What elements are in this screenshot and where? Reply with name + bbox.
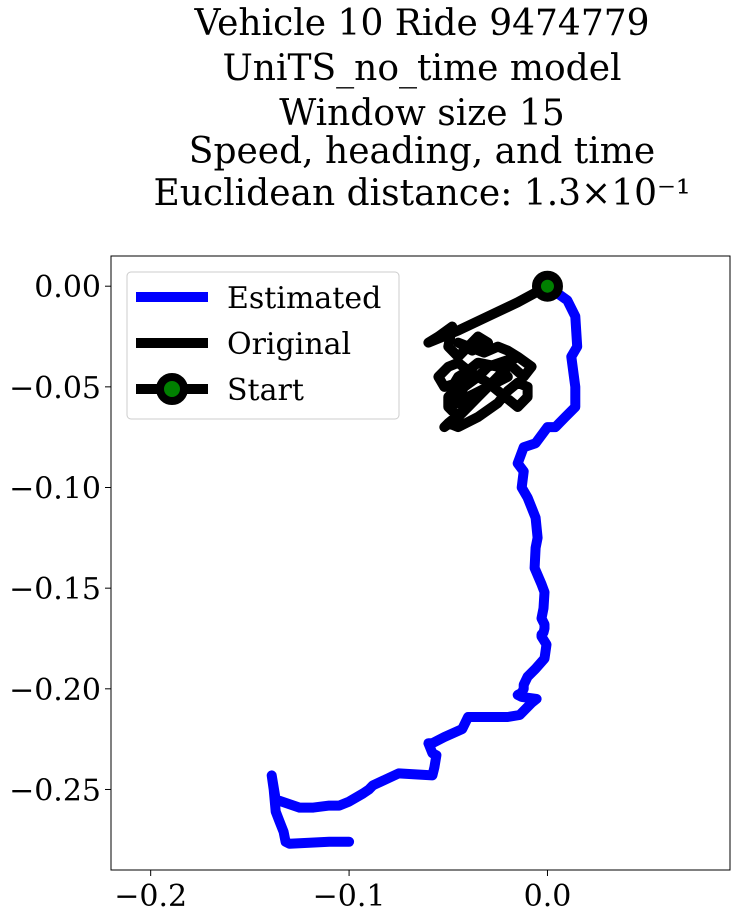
y-tick-label: −0.05 xyxy=(9,371,101,406)
legend-label-original: Original xyxy=(227,327,351,362)
series-line-estimated xyxy=(266,281,583,849)
x-tick-label: 0.0 xyxy=(524,879,572,914)
title-line-4: Speed, heading, and time xyxy=(189,131,655,172)
y-tick-label: 0.00 xyxy=(34,270,101,305)
x-axis-ticks: −0.2 −0.1 0.0 xyxy=(114,870,571,914)
x-tick-label: −0.1 xyxy=(313,879,386,914)
title-line-1: Vehicle 10 Ride 9474779 xyxy=(193,3,649,44)
x-tick-label: −0.2 xyxy=(114,879,187,914)
legend-box xyxy=(126,271,400,420)
legend-label-start: Start xyxy=(227,373,304,408)
start-marker xyxy=(531,270,563,302)
series-line-original xyxy=(423,281,553,433)
title-line-3: Window size 15 xyxy=(279,93,565,134)
y-tick-label: −0.20 xyxy=(9,673,101,708)
legend-swatch-start-marker xyxy=(156,373,188,405)
chart-title: Vehicle 10 Ride 9474779 UniTS_no_time mo… xyxy=(154,3,691,214)
title-line-2: UniTS_no_time model xyxy=(222,48,621,89)
legend: Estimated Original Start xyxy=(126,271,400,420)
y-axis-ticks: 0.00 −0.05 −0.10 −0.15 −0.20 −0.25 xyxy=(9,270,111,808)
series-layer xyxy=(266,281,583,849)
legend-label-estimated: Estimated xyxy=(227,281,381,316)
y-tick-label: −0.15 xyxy=(9,572,101,607)
start-marker-layer xyxy=(531,270,563,302)
y-tick-label: −0.25 xyxy=(9,773,101,808)
axes-frame xyxy=(110,255,731,871)
y-tick-label: −0.10 xyxy=(9,472,101,507)
title-line-5: Euclidean distance: 1.3×10⁻¹ xyxy=(154,173,691,214)
